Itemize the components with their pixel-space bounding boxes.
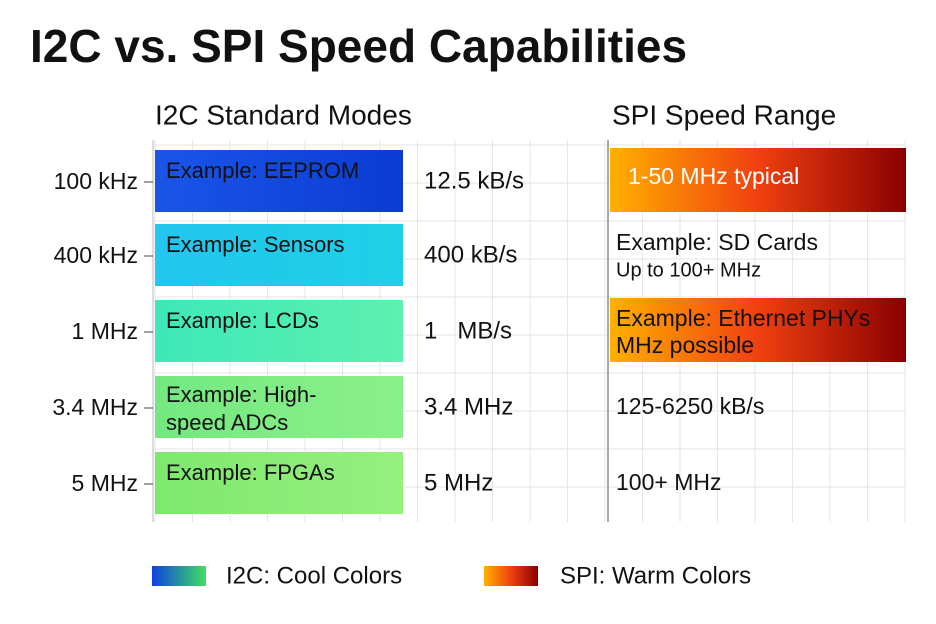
legend-label: SPI: Warm Colors	[560, 562, 751, 589]
mode-label: 3.4 MHz	[52, 394, 138, 420]
spi-text: Example: Ethernet PHYs	[616, 305, 870, 331]
mode-label: 100 kHz	[54, 168, 138, 194]
spi-bar	[610, 148, 906, 212]
example-text: Example: LCDs	[166, 308, 319, 333]
example-text: Example: FPGAs	[166, 460, 335, 485]
spi-text: 125-6250 kB/s	[616, 393, 764, 419]
rate-text: 400 kB/s	[424, 241, 517, 268]
mode-bar	[155, 300, 403, 362]
mode-bar	[155, 150, 403, 212]
spi-text: 100+ MHz	[616, 469, 721, 495]
rate-text: 12.5 kB/s	[424, 167, 524, 194]
spi-text: MHz possible	[616, 332, 754, 358]
example-text: speed ADCs	[166, 410, 288, 435]
title: I2C vs. SPI Speed Capabilities	[30, 20, 687, 72]
legend-swatch	[152, 566, 206, 586]
mode-label: 400 kHz	[54, 242, 138, 268]
example-text: Example: Sensors	[166, 232, 345, 257]
i2c-header: I2C Standard Modes	[155, 99, 412, 130]
spi-text: Example: SD Cards	[616, 229, 818, 255]
example-text: Example: High-	[166, 382, 316, 407]
rate-text: 5 MHz	[424, 469, 493, 496]
mode-bar	[155, 224, 403, 286]
mode-bar	[155, 376, 403, 438]
rate-text: 3.4 MHz	[424, 393, 513, 420]
spi-text: 1-50 MHz typical	[628, 163, 799, 189]
mode-label: 5 MHz	[72, 470, 138, 496]
spi-header: SPI Speed Range	[612, 99, 836, 130]
rate-text: 1 MB/s	[424, 317, 512, 344]
mode-bar	[155, 452, 403, 514]
legend-swatch	[484, 566, 538, 586]
spi-bar	[610, 298, 906, 362]
example-text: Example: EEPROM	[166, 158, 359, 183]
legend-label: I2C: Cool Colors	[226, 562, 402, 589]
mode-label: 1 MHz	[72, 318, 138, 344]
spi-text: Up to 100+ MHz	[616, 259, 761, 281]
